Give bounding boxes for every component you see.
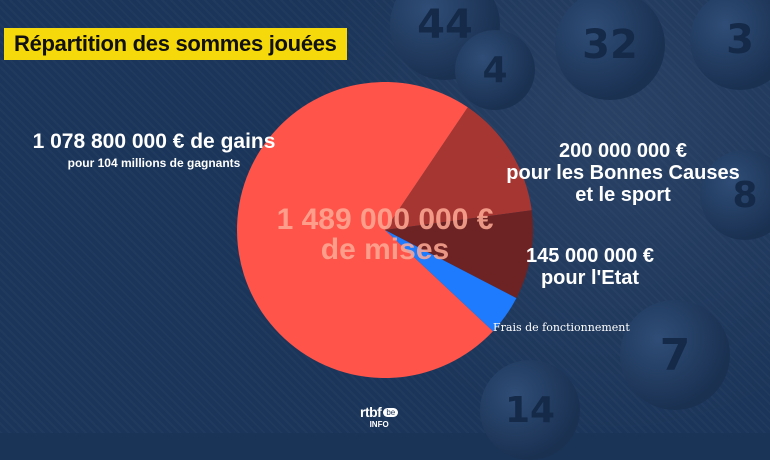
causes-label: 200 000 000 € pour les Bonnes Causes et …	[478, 140, 768, 206]
causes-line2: pour les Bonnes Causes	[506, 162, 740, 184]
pie-slice-3	[385, 230, 517, 332]
lottery-ball: 32	[555, 0, 665, 100]
total-stakes-caption: de mises	[320, 233, 450, 266]
etat-label: 145 000 000 € pour l'Etat	[505, 245, 675, 289]
total-stakes-label: 1 489 000 000 € de mises	[240, 205, 530, 265]
etat-value: 145 000 000 €	[526, 245, 654, 267]
pie-slice-1	[385, 107, 532, 230]
rtbf-logo: rtbf be INFO	[360, 404, 399, 429]
chart-title: Répartition des sommes jouées	[14, 31, 337, 56]
gains-value: 1 078 800 000 € de gains	[32, 130, 276, 153]
causes-value: 200 000 000 €	[559, 140, 687, 162]
lottery-ball: 4	[455, 30, 535, 110]
pie-slice-0	[236, 81, 493, 378]
lottery-ball: 8	[700, 150, 770, 240]
logo-sub: INFO	[369, 420, 389, 429]
causes-line3: et le sport	[575, 184, 671, 206]
gains-label: 1 078 800 000 € de gains pour 104 millio…	[14, 130, 294, 170]
title-banner: Répartition des sommes jouées	[4, 28, 347, 60]
total-stakes-value: 1 489 000 000 €	[276, 203, 494, 236]
gains-subtitle: pour 104 millions de gagnants	[67, 156, 241, 170]
lottery-ball: 7	[620, 300, 730, 410]
frais-label: Frais de fonctionnement	[493, 321, 630, 334]
logo-suffix: be	[383, 408, 399, 418]
pie-chart	[236, 81, 533, 378]
logo-brand: rtbf	[360, 404, 382, 420]
etat-subtitle: pour l'Etat	[540, 267, 640, 289]
lottery-ball: 3	[690, 0, 770, 90]
pie-slice-2	[385, 210, 533, 299]
